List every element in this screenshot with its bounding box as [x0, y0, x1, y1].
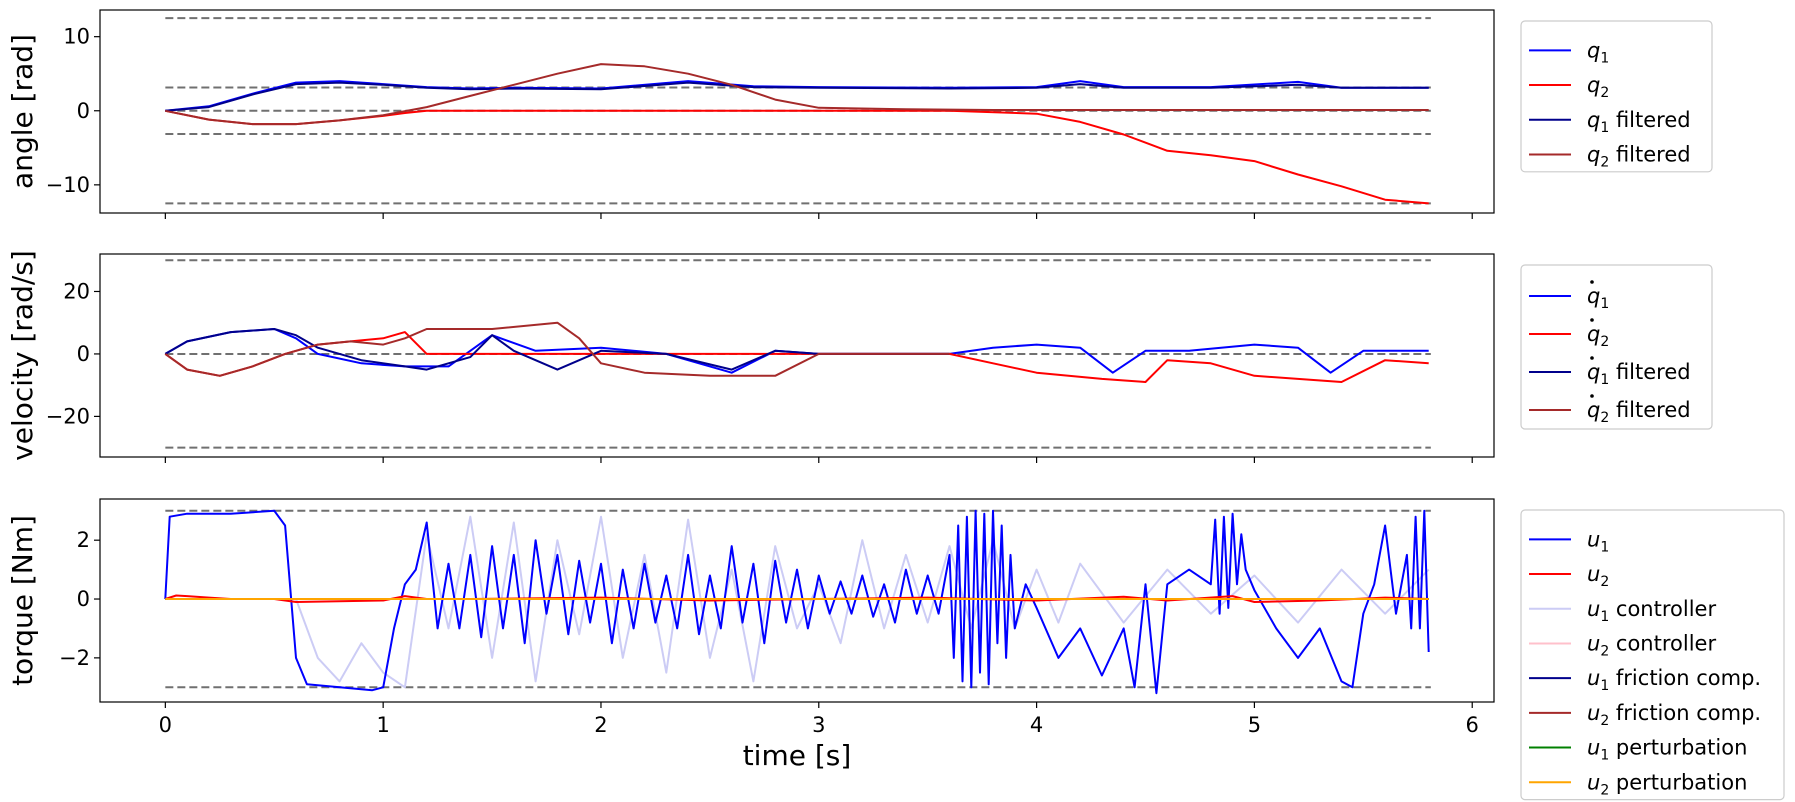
legend-label: q1 filtered [1587, 360, 1691, 388]
series-line-q1-filtered [165, 81, 1429, 112]
legend-box [1520, 20, 1713, 173]
x-tick-label: 4 [1030, 713, 1043, 737]
legend-label: q2 filtered [1587, 142, 1691, 170]
x-tick-label: 1 [376, 713, 389, 737]
legend-label: q2 [1587, 322, 1609, 350]
legend: q1 q2 q1 filtered q2 filtered [1520, 264, 1713, 430]
series-line-q2-dot [164, 331, 1429, 383]
legend-label: u1 [1587, 527, 1609, 555]
limit-lines [165, 509, 1431, 689]
x-tick-label: 6 [1466, 713, 1479, 737]
series-line-q2-dot-filtered [164, 321, 950, 377]
subplot-3: 2 0 −2 0 1 2 3 4 5 6 torque [Nm] time [s] u1 u2 u1 con… [6, 498, 1785, 801]
legend-label: q1 [1587, 284, 1609, 312]
y-axis-label: torque [Nm] [6, 515, 39, 686]
legend-label: q2 [1587, 73, 1609, 101]
series-line-u1-controller [165, 515, 1430, 689]
subplot-1: 10 0 −10 angle [rad] q1 q2 q1 filtered q2 filte… [6, 9, 1713, 219]
x-tick-label: 3 [812, 713, 825, 737]
y-tick-label: 0 [77, 99, 90, 123]
derivative-dot [1590, 318, 1594, 322]
limit-lines [165, 17, 1431, 205]
limit-lines [165, 259, 1431, 449]
legend-box [1520, 264, 1713, 430]
series-line-q2-filtered [165, 63, 1429, 126]
y-tick-label: 10 [63, 25, 90, 49]
legend-label: u2 friction comp. [1587, 701, 1761, 729]
y-tick-label: 2 [77, 528, 90, 552]
series-group [164, 509, 1430, 695]
x-axis-label: time [s] [743, 739, 852, 772]
legend: q1 q2 q1 filtered q2 filtered [1520, 20, 1713, 173]
legend-label: q1 filtered [1587, 108, 1691, 136]
y-axis-label: velocity [rad/s] [6, 250, 39, 461]
legend-label: u1 friction comp. [1587, 666, 1761, 694]
series-group [164, 321, 1429, 383]
y-tick-label: 20 [63, 279, 90, 303]
legend-label: q2 filtered [1587, 398, 1691, 426]
y-tick-label: −20 [46, 404, 90, 428]
series-line-q1 [165, 80, 1429, 112]
legend-label: u2 controller [1587, 631, 1716, 659]
legend-label: u1 perturbation [1587, 736, 1747, 764]
y-tick-label: 0 [77, 342, 90, 366]
legend-label: u1 controller [1587, 597, 1716, 625]
series-line-q1-dot-filtered [164, 328, 950, 371]
y-axis-label: angle [rad] [6, 34, 39, 189]
legend-box [1520, 509, 1785, 801]
series-line-q2 [165, 109, 1429, 205]
legend-label: u2 [1587, 562, 1609, 590]
derivative-dot [1590, 394, 1594, 398]
axes-frame [99, 9, 1495, 214]
axes-frame [99, 498, 1495, 703]
x-tick-label: 2 [594, 713, 607, 737]
legend-label: u2 perturbation [1587, 770, 1747, 798]
x-tick-label: 0 [159, 713, 172, 737]
derivative-dot [1590, 280, 1594, 284]
y-tick-label: −2 [59, 646, 90, 670]
derivative-dot [1590, 356, 1594, 360]
legend-label: q1 [1587, 38, 1609, 66]
subplot-2: 20 0 −20 velocity [rad/s] q1 q2 q1 filtered q2 … [6, 250, 1713, 463]
series-line-q1-dot [164, 328, 1429, 374]
axes-frame [99, 253, 1495, 458]
y-tick-label: 0 [77, 587, 90, 611]
x-tick-label: 5 [1248, 713, 1261, 737]
legend: u1 u2 u1 controller u2 controller u1 frictio… [1520, 509, 1785, 801]
y-tick-label: −10 [46, 173, 90, 197]
series-group [165, 63, 1429, 205]
series-line-u1 [164, 509, 1430, 695]
